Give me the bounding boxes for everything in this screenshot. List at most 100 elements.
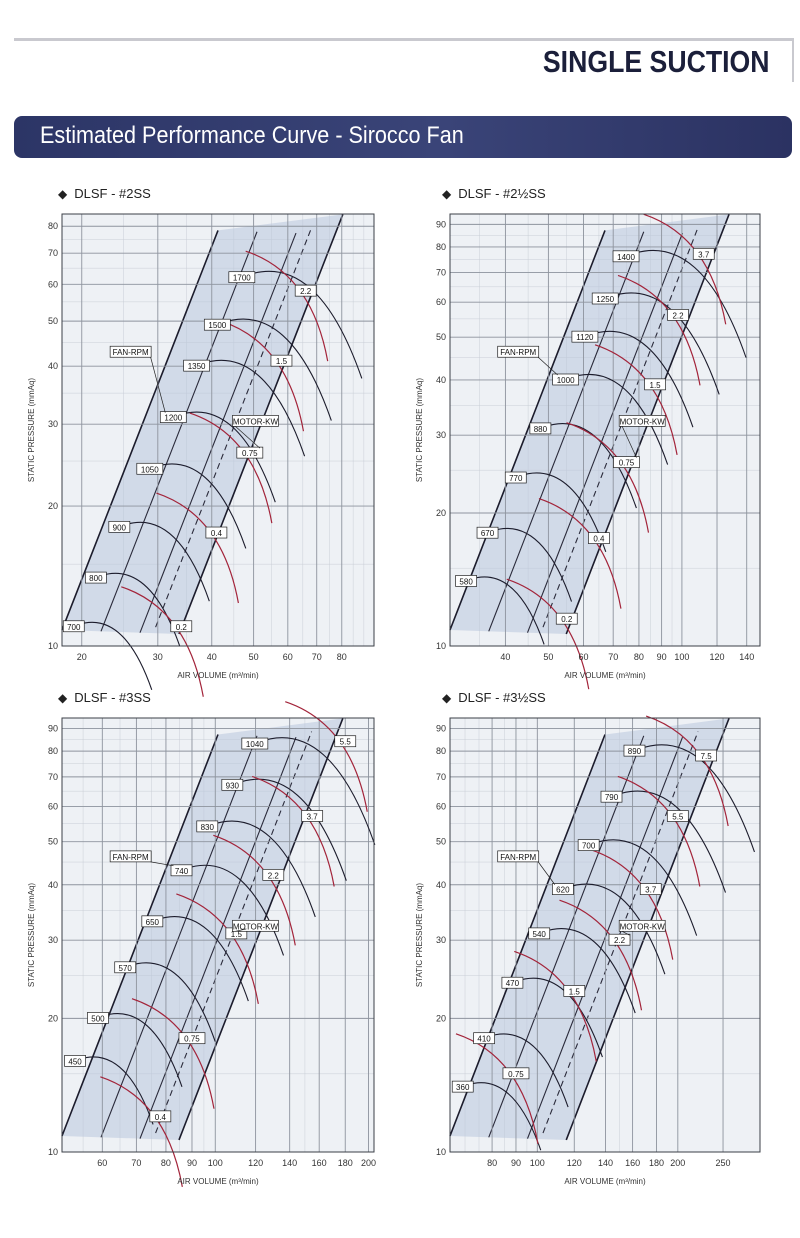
fan-rpm-label: 1000: [557, 376, 575, 385]
fan-rpm-label: 740: [175, 867, 189, 876]
y-tick-label: 20: [436, 508, 446, 518]
fan-rpm-callout-box: [109, 345, 152, 358]
rpm-curve: [491, 527, 573, 602]
rpm-curve: [156, 916, 249, 1002]
fan-rpm-label-box: [170, 864, 193, 877]
x-tick-label: 200: [361, 1158, 376, 1168]
top-rule: [14, 38, 794, 41]
fan-rpm-label-box: [241, 737, 269, 750]
x-tick-label: 50: [249, 652, 259, 662]
rpm-curve: [78, 1056, 154, 1125]
motor-kw-label: 0.4: [155, 1113, 167, 1122]
fan-rpm-label: 450: [68, 1057, 82, 1066]
fan-rpm-label-box: [577, 839, 600, 851]
fan-rpm-label: 500: [91, 1014, 105, 1023]
plot-border: [449, 717, 761, 1153]
x-tick-label: 140: [598, 1158, 613, 1168]
fan-rpm-label-box: [85, 571, 107, 584]
fan-rpm-label-box: [221, 778, 244, 791]
x-tick-label: 200: [670, 1158, 685, 1168]
x-tick-label: 100: [530, 1158, 545, 1168]
y-tick-label: 20: [436, 1013, 446, 1023]
fan-rpm-callout: FAN-RPM: [500, 853, 536, 862]
fan-rpm-label-box: [108, 520, 131, 533]
plot-border: [61, 213, 375, 647]
fan-rpm-label: 570: [119, 964, 133, 973]
x-tick-label: 70: [608, 652, 618, 662]
callout-leader: [537, 356, 558, 376]
chart-title-1: ◆ DLSF - #2SS: [58, 186, 151, 201]
fan-rpm-label: 580: [459, 577, 473, 586]
performance-chart-1: 700800900105012001350150017000.20.40.751…: [27, 213, 375, 697]
motor-kw-callout: MOTOR-KW: [620, 922, 666, 931]
fan-rpm-callout-box: [109, 850, 152, 863]
motor-kw-label: 0.75: [184, 1035, 200, 1044]
x-tick-label: 180: [649, 1158, 664, 1168]
y-axis-label: STATIC PRESSURE (mmAq): [27, 883, 36, 987]
motor-kw-label: 5.5: [672, 812, 684, 821]
fan-rpm-label-box: [451, 1080, 474, 1093]
fan-rpm-label-box: [159, 411, 187, 423]
fan-rpm-label: 890: [628, 747, 642, 756]
x-tick-label: 70: [131, 1158, 141, 1168]
motor-kw-callout-box: [232, 415, 279, 427]
fan-rpm-callout-box: [497, 850, 540, 863]
chart-title-text: DLSF - #2½SS: [458, 186, 546, 201]
y-tick-label: 30: [48, 935, 58, 945]
fan-rpm-label: 1250: [596, 295, 614, 304]
fan-rpm-label-box: [504, 471, 527, 484]
x-tick-label: 160: [312, 1158, 327, 1168]
fan-rpm-callout-box: [497, 345, 540, 358]
plot-border: [61, 717, 375, 1153]
fan-rpm-label-box: [64, 1055, 86, 1067]
callout-leader: [622, 931, 630, 936]
motor-kw-callout-box: [618, 919, 666, 932]
fan-rpm-label-box: [623, 744, 646, 757]
callout-leader: [235, 426, 261, 449]
fan-rpm-label-box: [552, 373, 579, 386]
x-tick-label: 70: [312, 652, 322, 662]
motor-kw-label-box: [692, 247, 715, 260]
brand-title: SINGLE SUCTION: [543, 44, 770, 79]
y-tick-label: 40: [48, 880, 58, 890]
rpm-curve: [469, 576, 545, 645]
rpm-curve: [592, 839, 698, 936]
fan-rpm-label: 470: [506, 979, 520, 988]
performance-chart-3: 45050057065074083093010400.40.751.52.23.…: [27, 701, 376, 1187]
y-tick-label: 70: [48, 248, 58, 258]
y-axis-label: STATIC PRESSURE (mmAq): [27, 378, 36, 482]
motor-kw-label: 2.2: [672, 311, 684, 320]
y-tick-label: 60: [48, 802, 58, 812]
rpm-curve: [129, 962, 216, 1042]
fan-rpm-label: 1400: [617, 253, 635, 262]
x-tick-label: 90: [657, 652, 667, 662]
rpm-curve: [77, 621, 153, 690]
motor-kw-label: 0.75: [242, 449, 258, 458]
y-tick-label: 80: [436, 242, 446, 252]
motor-kw-label-box: [301, 810, 324, 822]
operating-band: [450, 718, 729, 1140]
fan-rpm-label-box: [591, 292, 619, 305]
y-tick-label: 10: [48, 1147, 58, 1157]
motor-kw-label-box: [608, 933, 631, 946]
banner-title: Estimated Performance Curve - Sirocco Fa…: [40, 122, 464, 149]
fan-rpm-label: 700: [67, 623, 81, 632]
chart-title-3: ◆ DLSF - #3SS: [58, 690, 151, 705]
motor-kw-label-box: [666, 810, 689, 822]
y-tick-label: 50: [436, 837, 446, 847]
rpm-curve: [153, 463, 247, 549]
performance-chart-4: 360 410 470 540 620 700 790 890 0.75 1.5 2.2 3.7 5.5…: [415, 715, 761, 1186]
y-axis-label: STATIC PRESSURE (mmAq): [415, 883, 424, 987]
rpm-curve: [543, 928, 636, 1014]
y-tick-label: 70: [436, 772, 446, 782]
x-tick-label: 60: [579, 652, 589, 662]
callout-leader: [235, 928, 247, 932]
x-tick-label: 60: [283, 652, 293, 662]
x-tick-label: 120: [567, 1158, 582, 1168]
fan-rpm-label: 410: [477, 1035, 491, 1044]
y-tick-label: 40: [436, 375, 446, 385]
motor-kw-label: 3.7: [307, 812, 319, 821]
chart-title-text: DLSF - #3½SS: [458, 690, 546, 705]
x-tick-label: 40: [500, 652, 510, 662]
motor-kw-label: 0.2: [176, 623, 188, 632]
